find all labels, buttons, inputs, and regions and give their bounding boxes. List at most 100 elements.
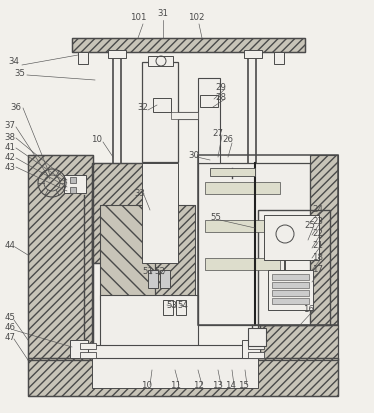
Bar xyxy=(70,340,88,358)
Bar xyxy=(258,210,330,325)
Bar xyxy=(198,155,338,325)
Bar xyxy=(100,295,198,360)
Text: 36: 36 xyxy=(10,102,21,112)
Bar xyxy=(142,62,178,162)
Bar xyxy=(92,358,258,388)
Bar xyxy=(171,112,198,119)
Bar xyxy=(64,175,86,193)
Bar xyxy=(28,358,338,396)
Bar xyxy=(160,270,170,288)
Bar xyxy=(148,270,158,288)
Bar xyxy=(72,38,305,52)
Text: 33: 33 xyxy=(135,188,145,197)
Text: 30: 30 xyxy=(188,150,199,159)
Text: 31: 31 xyxy=(157,9,169,19)
Bar xyxy=(92,163,160,263)
Bar xyxy=(258,210,330,325)
Bar xyxy=(205,220,280,232)
Bar xyxy=(205,182,280,194)
Text: 25: 25 xyxy=(304,221,316,230)
Text: 42: 42 xyxy=(4,154,15,162)
Bar xyxy=(100,205,155,300)
Bar xyxy=(200,95,218,107)
Bar xyxy=(155,205,195,300)
Text: 102: 102 xyxy=(188,14,204,22)
Bar xyxy=(248,352,264,358)
Bar xyxy=(258,325,338,360)
Text: 47: 47 xyxy=(4,332,15,342)
Bar xyxy=(248,343,264,349)
Text: 24: 24 xyxy=(313,206,324,214)
Text: 10: 10 xyxy=(92,135,102,145)
Bar xyxy=(163,300,173,315)
Bar xyxy=(242,340,260,358)
Bar xyxy=(310,155,338,325)
Bar xyxy=(274,52,284,64)
Bar xyxy=(148,56,173,66)
Text: 37: 37 xyxy=(4,121,15,131)
Bar xyxy=(28,155,93,360)
Text: 41: 41 xyxy=(4,143,15,152)
Text: 26: 26 xyxy=(223,135,233,145)
Text: 101: 101 xyxy=(130,14,146,22)
Bar xyxy=(176,300,186,315)
Bar xyxy=(264,215,319,260)
Bar xyxy=(70,187,76,193)
Bar xyxy=(142,163,178,263)
Text: 35: 35 xyxy=(15,69,25,78)
Bar xyxy=(153,98,171,112)
Text: 45: 45 xyxy=(4,313,15,323)
Text: 32: 32 xyxy=(138,104,148,112)
Text: 52: 52 xyxy=(154,268,166,276)
Text: 22: 22 xyxy=(313,228,324,237)
Bar xyxy=(272,282,309,288)
Text: 13: 13 xyxy=(212,380,224,389)
Bar xyxy=(248,328,266,346)
Text: 10: 10 xyxy=(141,380,153,389)
Bar xyxy=(205,258,280,270)
Text: 11: 11 xyxy=(171,380,181,389)
Text: 27: 27 xyxy=(212,128,224,138)
Text: 53: 53 xyxy=(166,301,178,309)
Text: 21: 21 xyxy=(313,240,324,249)
Text: 43: 43 xyxy=(4,162,15,171)
Bar xyxy=(198,163,310,325)
Bar xyxy=(108,50,126,58)
Bar xyxy=(310,155,338,325)
Text: 29: 29 xyxy=(215,83,226,92)
Bar xyxy=(155,205,195,300)
Text: 23: 23 xyxy=(313,216,324,225)
Bar xyxy=(80,352,96,358)
Text: 14: 14 xyxy=(226,380,236,389)
Text: 55: 55 xyxy=(211,214,221,223)
Text: 28: 28 xyxy=(215,93,227,102)
Text: 17: 17 xyxy=(313,266,324,275)
Bar xyxy=(80,343,96,349)
Text: 34: 34 xyxy=(9,57,19,66)
Bar xyxy=(268,270,313,310)
Bar xyxy=(198,78,220,163)
Bar xyxy=(92,163,160,263)
Text: 16: 16 xyxy=(303,306,315,315)
Text: 18: 18 xyxy=(313,254,324,263)
Bar xyxy=(244,50,262,58)
Bar xyxy=(272,298,309,304)
Bar xyxy=(258,325,338,360)
Bar xyxy=(272,274,309,280)
Bar xyxy=(28,155,93,360)
Bar xyxy=(210,168,255,176)
Text: 12: 12 xyxy=(193,380,205,389)
Bar xyxy=(100,205,155,300)
Bar xyxy=(72,345,260,358)
Text: 38: 38 xyxy=(4,133,15,142)
Bar xyxy=(28,358,338,396)
Text: 15: 15 xyxy=(239,380,249,389)
Bar xyxy=(70,177,76,183)
Bar xyxy=(272,290,309,296)
Bar xyxy=(72,38,305,52)
Text: 51: 51 xyxy=(142,268,153,276)
Text: 46: 46 xyxy=(4,323,15,332)
Text: 54: 54 xyxy=(178,301,188,309)
Bar xyxy=(78,52,88,64)
Text: 44: 44 xyxy=(4,240,15,249)
